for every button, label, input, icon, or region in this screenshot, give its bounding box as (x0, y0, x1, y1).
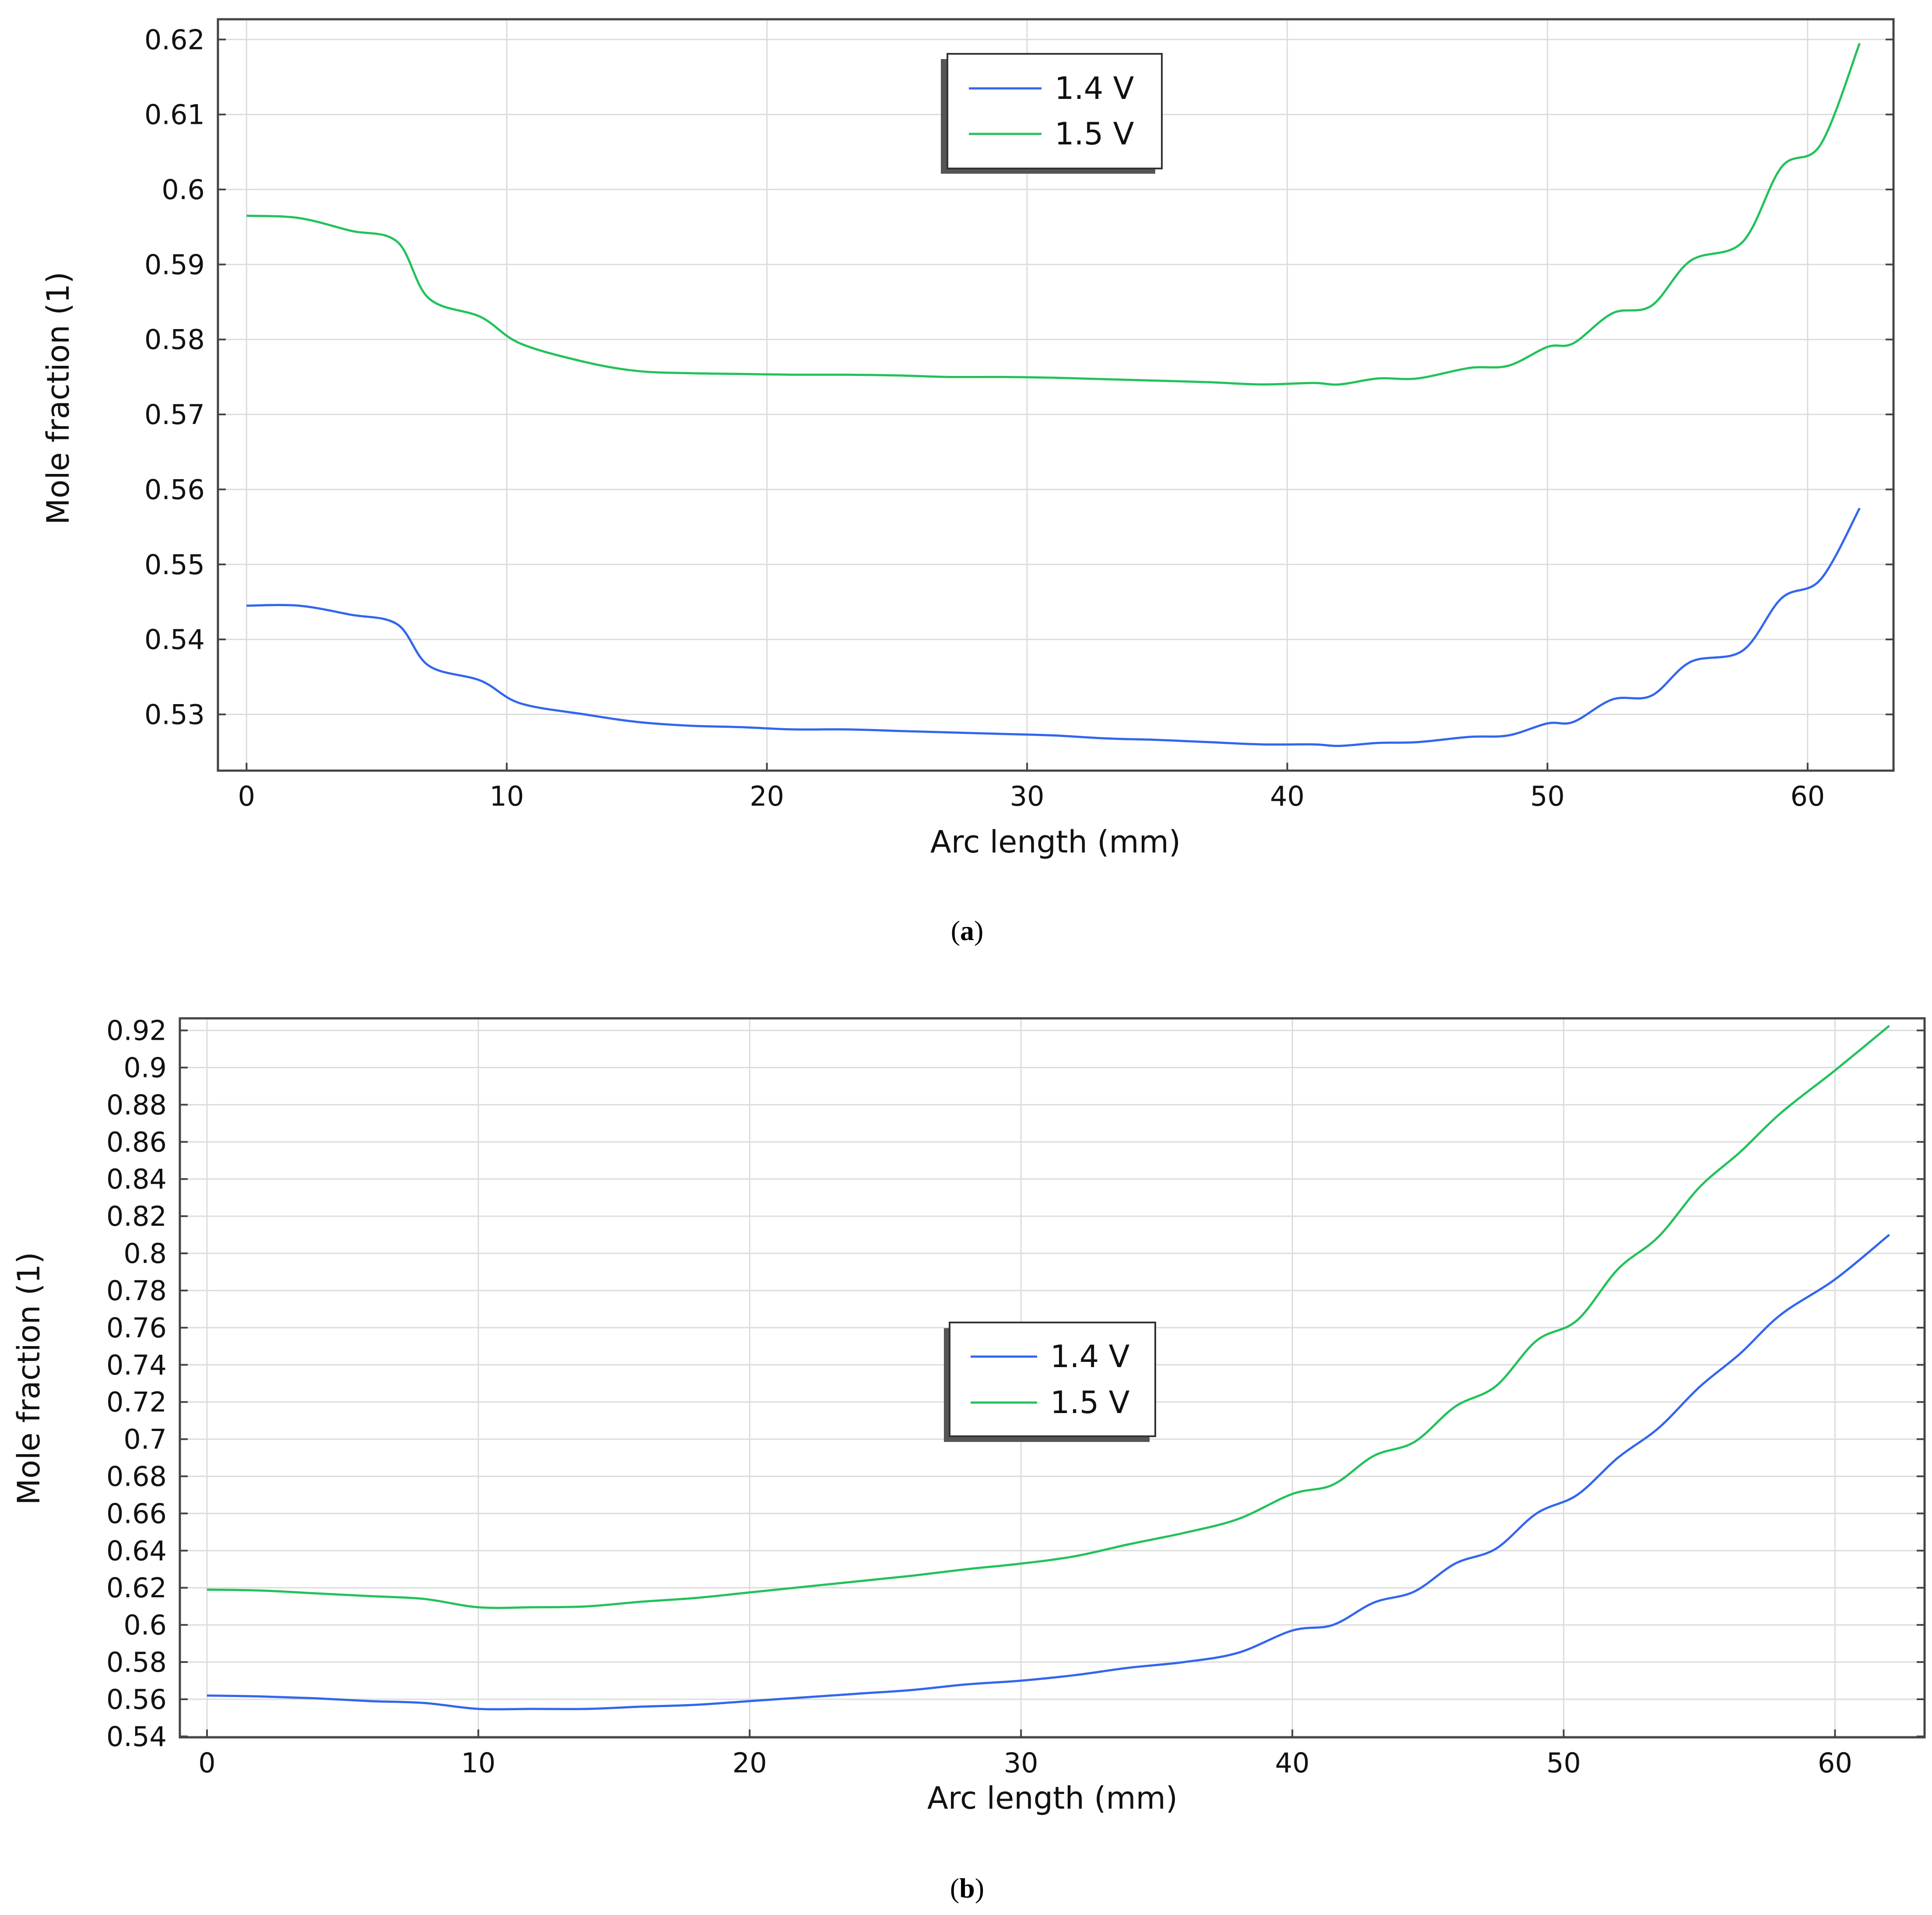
y-tick-label: 0.62 (106, 1572, 167, 1604)
legend: 1.4 V 1.5 V (944, 1322, 1156, 1442)
legend: 1.4 V 1.5 V (941, 53, 1163, 174)
ticks: 0 10 20 30 40 50 60 0.54 0.56 0.58 0.6 0.62 0.64 0.66… (106, 1015, 1925, 1779)
grid (218, 19, 1893, 771)
panel-b: 0 10 20 30 40 50 60 0.54 0.56 0.58 0.6 0.62 0.64 0.66… (11, 1015, 1926, 1904)
panel-caption-a: (a) (951, 915, 984, 946)
y-tick-label: 0.6 (161, 174, 205, 206)
x-axis-label: Arc length (mm) (930, 824, 1181, 860)
series-line-1-4-v (207, 1234, 1890, 1711)
y-tick-label: 0.57 (144, 399, 205, 431)
y-tick-label: 0.8 (123, 1238, 167, 1270)
y-tick-label: 0.61 (144, 99, 205, 131)
x-tick-label: 10 (490, 780, 524, 812)
y-tick-label: 0.53 (144, 698, 205, 730)
legend-label-1-5v: 1.5 V (1050, 1385, 1130, 1420)
x-tick-label: 20 (733, 1747, 767, 1779)
y-tick-label: 0.88 (106, 1089, 167, 1121)
x-tick-label: 30 (1004, 1747, 1038, 1779)
panel-caption-letter: b (959, 1873, 975, 1904)
y-tick-label: 0.68 (106, 1461, 167, 1493)
y-tick-label: 0.7 (123, 1424, 167, 1456)
y-tick-label: 0.58 (144, 324, 205, 356)
ticks: 0 10 20 30 40 50 60 0.53 0.54 0.55 0.56 0.57 0.58 0.5… (144, 24, 1893, 812)
y-tick-label: 0.82 (106, 1200, 167, 1232)
y-tick-label: 0.92 (106, 1015, 167, 1047)
plot-area-frame (179, 1017, 1926, 1739)
y-tick-label: 0.9 (123, 1052, 167, 1084)
y-tick-label: 0.6 (123, 1609, 167, 1641)
x-tick-label: 0 (198, 1747, 215, 1779)
y-tick-label: 0.72 (106, 1386, 167, 1418)
series-line-1-5-v (207, 1025, 1890, 1609)
legend-label-1-4v: 1.4 V (1055, 70, 1134, 106)
x-axis-label: Arc length (mm) (927, 1780, 1178, 1816)
y-tick-label: 0.58 (106, 1646, 167, 1678)
x-tick-label: 0 (238, 780, 255, 812)
y-tick-label: 0.59 (144, 249, 205, 281)
x-tick-label: 20 (750, 780, 784, 812)
panel-caption-letter: a (960, 915, 974, 946)
y-tick-label: 0.78 (106, 1275, 167, 1307)
y-tick-label: 0.86 (106, 1126, 167, 1158)
y-axis-label: Mole fraction (1) (11, 1252, 47, 1505)
y-tick-label: 0.54 (144, 624, 205, 656)
legend-box (947, 53, 1163, 169)
y-tick-label: 0.56 (144, 473, 205, 505)
panel-caption-b: (b) (950, 1873, 984, 1904)
x-tick-label: 30 (1010, 780, 1045, 812)
y-tick-label: 0.76 (106, 1312, 167, 1344)
x-tick-label: 50 (1546, 1747, 1581, 1779)
legend-label-1-5v: 1.5 V (1055, 116, 1134, 152)
plot-area-frame (217, 18, 1895, 772)
series-line-1-4-v (246, 507, 1861, 747)
y-tick-label: 0.74 (106, 1349, 167, 1381)
y-tick-label: 0.64 (106, 1535, 167, 1567)
legend-box (949, 1322, 1156, 1437)
y-tick-label: 0.55 (144, 549, 205, 581)
series-lines (207, 1025, 1890, 1711)
y-tick-label: 0.54 (106, 1721, 167, 1753)
y-tick-label: 0.62 (144, 24, 205, 56)
x-tick-label: 60 (1818, 1747, 1852, 1779)
x-tick-label: 10 (461, 1747, 496, 1779)
y-axis-label: Mole fraction (1) (40, 272, 76, 525)
series-lines (246, 42, 1861, 747)
x-tick-label: 50 (1530, 780, 1565, 812)
x-tick-label: 60 (1790, 780, 1825, 812)
y-tick-label: 0.84 (106, 1163, 167, 1195)
legend-label-1-4v: 1.4 V (1050, 1339, 1130, 1375)
series-line-1-5-v (246, 42, 1861, 386)
y-tick-label: 0.56 (106, 1684, 167, 1715)
x-tick-label: 40 (1275, 1747, 1310, 1779)
y-tick-label: 0.66 (106, 1498, 167, 1529)
panel-a: 0 10 20 30 40 50 60 0.53 0.54 0.55 0.56 0.57 0.58 0.5… (40, 18, 1895, 946)
x-tick-label: 40 (1270, 780, 1304, 812)
